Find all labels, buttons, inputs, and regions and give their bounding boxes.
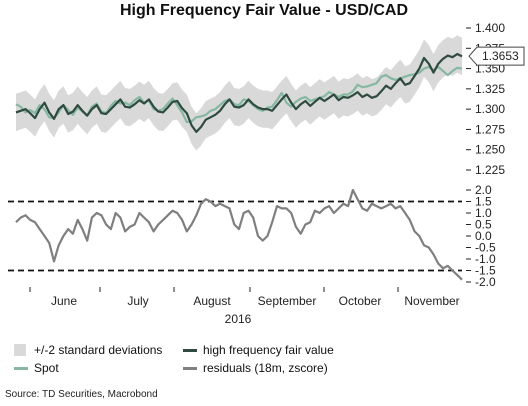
- bottom-y-tick-label: -2.0: [475, 275, 496, 289]
- legend-label-spot: Spot: [34, 361, 59, 375]
- legend-item-spot: Spot: [14, 361, 59, 375]
- callout-value: 1.3653: [482, 49, 519, 63]
- bottom-y-tick-label: 2.0: [475, 183, 492, 197]
- x-tick-label: June: [51, 294, 77, 308]
- legend-label-band: +/-2 standard deviations: [34, 343, 163, 357]
- bottom-y-tick-label: 0.0: [475, 229, 492, 243]
- top-y-tick-label: 1.400: [475, 21, 505, 35]
- bottom-y-tick-label: 0.5: [475, 218, 492, 232]
- legend-label-resid: residuals (18m, zscore): [203, 361, 328, 375]
- last-value-callout: 1.3653: [468, 46, 525, 66]
- top-y-tick-label: 1.275: [475, 122, 505, 136]
- top-y-tick-label: 1.325: [475, 82, 505, 96]
- top-y-tick-label: 1.250: [475, 143, 505, 157]
- bottom-y-tick-label: 1.5: [475, 195, 492, 209]
- fair-value-line: [15, 52, 463, 133]
- x-tick-label: October: [339, 294, 382, 308]
- legend-swatch-spot: [14, 366, 28, 370]
- x-tick-label: September: [258, 294, 317, 308]
- top-y-tick-label: 1.300: [475, 102, 505, 116]
- std-dev-band: [16, 35, 462, 151]
- bottom-y-tick-label: -1.5: [475, 264, 496, 278]
- legend-swatch-band: [14, 344, 26, 356]
- x-axis-year-label: 2016: [225, 312, 252, 326]
- x-tick-label: August: [193, 294, 231, 308]
- legend-item-resid: residuals (18m, zscore): [183, 361, 328, 375]
- chart-title: High Frequency Fair Value - USD/CAD: [119, 2, 409, 19]
- residual-series-layer: [15, 188, 463, 281]
- top-series-layer: [15, 52, 463, 133]
- legend-item-band: +/-2 standard deviations: [14, 343, 162, 357]
- std-dev-band-layer: [16, 35, 462, 151]
- legend-label-hf: high frequency fair value: [203, 343, 334, 357]
- bottom-y-tick-label: -0.5: [475, 241, 496, 255]
- x-tick-label: November: [404, 294, 459, 308]
- bottom-y-tick-label: -1.0: [475, 252, 496, 266]
- x-axis: June July August September October November: [29, 287, 460, 308]
- residuals-line: [15, 188, 463, 281]
- legend-swatch-resid: [183, 366, 197, 370]
- top-y-tick-label: 1.225: [475, 163, 505, 177]
- callout-shape: [468, 46, 525, 66]
- x-tick-label: July: [127, 294, 148, 308]
- legend-swatch-hf: [183, 348, 197, 352]
- bottom-y-axis: 2.01.51.00.50.0-0.5-1.0-1.5-2.0: [466, 183, 496, 289]
- bottom-y-tick-label: 1.0: [475, 206, 492, 220]
- reference-lines: [8, 200, 462, 272]
- source-note: Source: TD Securities, Macrobond: [5, 389, 158, 400]
- legend-item-hf: high frequency fair value: [183, 343, 334, 357]
